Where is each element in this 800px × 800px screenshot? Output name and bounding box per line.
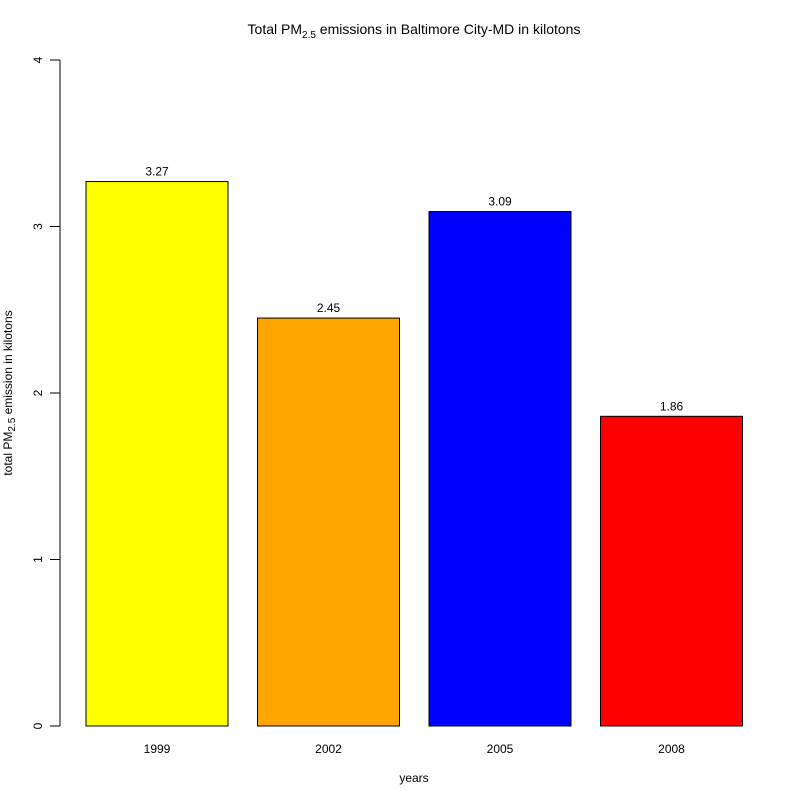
bar-2008: [600, 415, 743, 727]
chart-title: Total PM2.5 emissions in Baltimore City-…: [248, 21, 581, 41]
x-axis-label: years: [399, 771, 428, 785]
y-tick-label: 1: [31, 556, 45, 563]
title-suffix: emissions in Baltimore City-MD in kiloto…: [316, 21, 581, 37]
bars: 3.27 1999 2.45 2002 3.09 2005 1.86 2008: [85, 165, 743, 756]
x-category-label: 2002: [315, 742, 342, 756]
x-category-label: 1999: [144, 742, 171, 756]
bar-1999: [85, 181, 229, 727]
bar-2002: [257, 317, 400, 727]
y-tick-label: 2: [31, 389, 45, 396]
title-prefix: Total PM: [248, 21, 302, 37]
y-ticks: 0 1 2 3 4: [31, 56, 60, 729]
bar-value-label: 1.86: [660, 399, 684, 413]
ylabel-prefix: total PM: [1, 432, 15, 476]
title-subscript: 2.5: [302, 30, 316, 41]
y-tick-label: 4: [31, 56, 45, 63]
bar-value-label: 3.09: [488, 195, 512, 209]
bar-2005: [428, 211, 572, 727]
y-tick-label: 0: [31, 722, 45, 729]
bar-value-label: 3.27: [145, 165, 169, 179]
bar-value-label: 2.45: [317, 301, 341, 315]
ylabel-subscript: 2.5: [7, 417, 18, 431]
x-category-label: 2005: [487, 742, 514, 756]
y-tick-label: 3: [31, 223, 45, 230]
x-category-label: 2008: [658, 742, 685, 756]
ylabel-suffix: emission in kilotons: [1, 310, 15, 417]
y-axis-label: total PM2.5 emission in kilotons: [1, 310, 18, 475]
